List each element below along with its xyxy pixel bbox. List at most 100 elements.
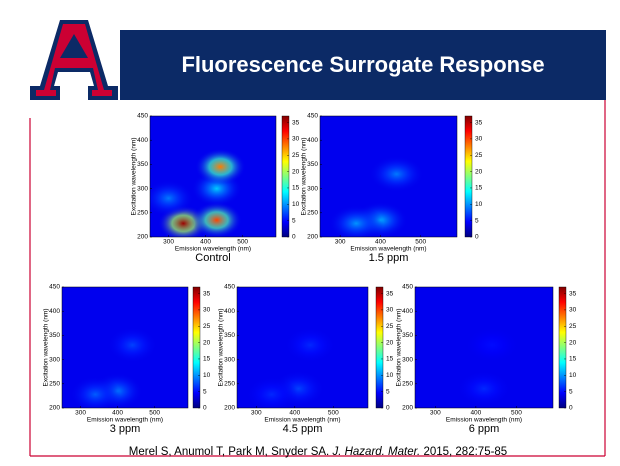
caption: 3 ppm — [110, 423, 141, 435]
colorbar-tick-label: 25 — [386, 323, 394, 330]
colorbar-tick-label: 0 — [386, 405, 390, 412]
colorbar-tick-label: 20 — [292, 168, 300, 175]
y-tick-label: 400 — [402, 308, 413, 315]
colorbar-tick-label: 5 — [203, 388, 207, 395]
plot-frame — [236, 286, 369, 409]
y-tick-label: 350 — [49, 332, 60, 339]
y-tick-label: 200 — [137, 234, 148, 241]
y-axis-label: Excitation wavelength (nm) — [396, 308, 403, 386]
y-tick-label: 200 — [49, 405, 60, 412]
y-axis-label: Excitation wavelength (nm) — [43, 308, 50, 386]
colorbar-tick-label: 35 — [569, 290, 577, 297]
colorbar-tick-label: 5 — [292, 217, 296, 224]
y-tick-label: 450 — [224, 284, 235, 291]
heatmap-field — [456, 326, 520, 407]
colorbar-tick-label: 10 — [292, 201, 300, 208]
colorbar-tick-label: 10 — [475, 201, 483, 208]
y-tick-label: 450 — [49, 284, 60, 291]
colorbar-tick-label: 25 — [569, 323, 577, 330]
y-tick-label: 200 — [402, 405, 413, 412]
colorbar-tick-label: 30 — [203, 307, 211, 314]
colorbar-tick-label: 0 — [292, 234, 296, 241]
y-tick-label: 200 — [224, 405, 235, 412]
x-tick-label: 400 — [375, 239, 386, 246]
y-tick-label: 250 — [49, 381, 60, 388]
x-tick-label: 500 — [149, 410, 160, 417]
x-tick-label: 500 — [328, 410, 339, 417]
x-tick-label: 500 — [237, 239, 248, 246]
intensity-peak — [150, 180, 194, 217]
plot-frame — [61, 286, 189, 409]
colorbar-tick-label: 35 — [203, 290, 211, 297]
x-axis-label: Emission wavelength (nm) — [350, 246, 426, 253]
y-axis-label: Excitation wavelength (nm) — [131, 137, 138, 215]
title-bar — [120, 30, 606, 100]
colorbar-tick-label: 15 — [475, 185, 483, 192]
colorbar-tick-label: 30 — [569, 307, 577, 314]
plot-frame — [319, 115, 458, 238]
intensity-peak — [464, 326, 520, 364]
colorbar-tick-label: 5 — [475, 217, 479, 224]
y-tick-label: 400 — [137, 137, 148, 144]
plot-frame — [414, 286, 554, 409]
y-axis-label: Excitation wavelength (nm) — [301, 137, 308, 215]
y-tick-label: 250 — [224, 381, 235, 388]
colorbar-tick-label: 25 — [292, 152, 300, 159]
y-tick-label: 300 — [307, 185, 318, 192]
colorbar-tick-label: 5 — [569, 388, 573, 395]
x-axis-label: Emission wavelength (nm) — [87, 417, 163, 424]
y-tick-label: 350 — [307, 161, 318, 168]
y-tick-label: 350 — [224, 332, 235, 339]
colorbar-tick-label: 15 — [386, 356, 394, 363]
colorbar-tick-label: 30 — [475, 136, 483, 143]
colorbar-tick-label: 15 — [569, 356, 577, 363]
heatmap-field — [328, 155, 424, 237]
x-tick-label: 300 — [335, 239, 346, 246]
intensity-peak — [369, 155, 424, 193]
intensity-peak — [328, 205, 384, 237]
x-tick-label: 500 — [415, 239, 426, 246]
colorbar-tick-label: 35 — [386, 290, 394, 297]
y-tick-label: 300 — [224, 356, 235, 363]
colorbar-tick-label: 20 — [569, 339, 577, 346]
colorbar — [558, 286, 567, 409]
frame — [29, 100, 606, 457]
colorbar-tick-label: 15 — [203, 356, 211, 363]
colorbar-tick-label: 0 — [203, 405, 207, 412]
colorbar-tick-label: 5 — [386, 388, 390, 395]
x-tick-label: 300 — [251, 410, 262, 417]
citation: Merel S, Anumol T, Park M, Snyder SA. J.… — [129, 446, 507, 458]
y-tick-label: 450 — [307, 113, 318, 120]
colorbar-tick-label: 20 — [203, 339, 211, 346]
y-tick-label: 450 — [402, 284, 413, 291]
plot-frame — [149, 115, 277, 238]
y-tick-label: 250 — [307, 210, 318, 217]
colorbar-tick-label: 0 — [569, 405, 573, 412]
y-tick-label: 300 — [137, 185, 148, 192]
x-tick-label: 300 — [75, 410, 86, 417]
colorbar-tick-label: 25 — [203, 323, 211, 330]
colorbar — [281, 115, 290, 238]
colorbar-tick-label: 25 — [475, 152, 483, 159]
y-tick-label: 350 — [137, 161, 148, 168]
heatmap-field — [70, 326, 158, 408]
colorbar — [464, 115, 473, 238]
citation-details: 2015, 282:75-85 — [423, 446, 507, 458]
intensity-peak — [456, 370, 512, 407]
citation-authors: Merel S, Anumol T, Park M, Snyder SA. — [129, 446, 329, 458]
y-tick-label: 200 — [307, 234, 318, 241]
colorbar-tick-label: 10 — [203, 372, 211, 379]
x-tick-label: 400 — [112, 410, 123, 417]
heatmap-field — [150, 148, 246, 237]
citation-journal: J. Hazard. Mater. — [331, 446, 420, 458]
intensity-peak — [107, 326, 158, 364]
colorbar-tick-label: 20 — [475, 168, 483, 175]
intensity-peak — [284, 326, 337, 364]
slide-title: Fluorescence Surrogate Response — [181, 52, 544, 77]
